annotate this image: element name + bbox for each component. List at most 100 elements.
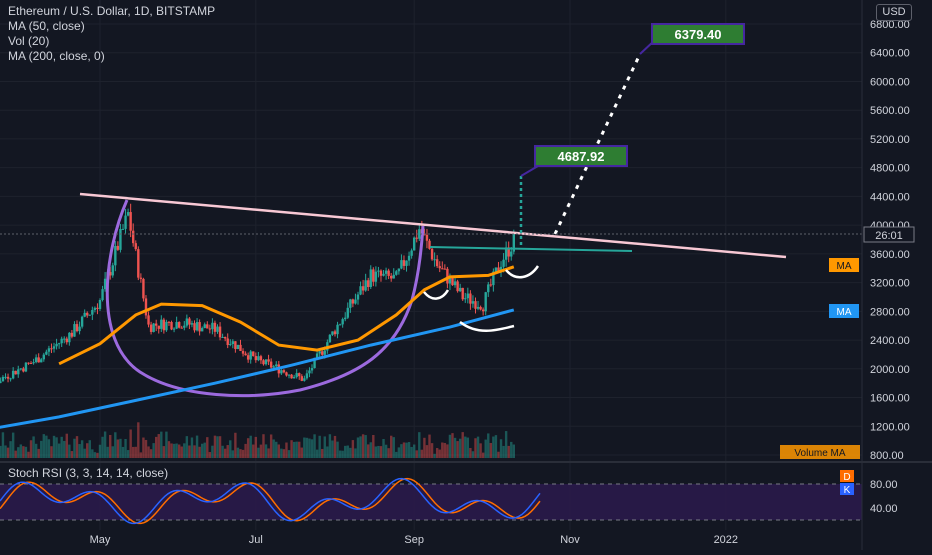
volume-bar xyxy=(259,444,263,458)
volume-bar xyxy=(359,436,362,458)
candle-body xyxy=(466,293,470,299)
candle-body xyxy=(397,268,401,272)
volume-bar xyxy=(195,435,199,458)
volume-bar xyxy=(418,432,421,458)
candle-body xyxy=(208,328,212,330)
volume-bar xyxy=(172,443,176,458)
candle-body xyxy=(249,351,252,360)
candle-body xyxy=(315,353,319,358)
volume-bar xyxy=(208,452,212,458)
candle-body xyxy=(223,337,227,339)
candle-body xyxy=(331,331,334,335)
indicator-ma50[interactable]: MA (50, close) xyxy=(8,19,85,33)
volume-bar xyxy=(134,446,137,458)
volume-bar xyxy=(262,434,265,458)
candle-body xyxy=(300,376,303,381)
volume-bar xyxy=(484,439,487,458)
volume-bar xyxy=(129,429,132,458)
volume-bar xyxy=(453,437,457,458)
candle-body xyxy=(356,294,360,300)
volume-bar xyxy=(244,443,247,458)
symbol-title[interactable]: Ethereum / U.S. Dollar, 1D, BITSTAMP xyxy=(8,4,216,18)
volume-bar xyxy=(379,446,383,458)
y-tick-label: 5600.00 xyxy=(870,105,910,117)
volume-bar xyxy=(351,440,355,458)
ma200-badge-text: MA xyxy=(837,307,852,318)
x-tick-label: Nov xyxy=(560,534,580,546)
candle-body xyxy=(200,328,204,332)
volume-bar xyxy=(160,431,163,458)
volume-bar xyxy=(17,447,20,458)
candle-body xyxy=(474,301,477,309)
volume-bar xyxy=(231,450,235,458)
candle-body xyxy=(55,343,58,347)
candle-body xyxy=(262,360,265,365)
volume-bar xyxy=(407,442,411,458)
stoch-d-badge-text: D xyxy=(843,472,850,483)
currency-button[interactable]: USD xyxy=(876,4,912,21)
volume-bar xyxy=(14,450,17,458)
volume-bar xyxy=(73,438,76,458)
candle-body xyxy=(323,350,326,355)
volume-bar xyxy=(93,452,97,458)
candle-body xyxy=(42,354,46,360)
candle-body xyxy=(198,322,201,332)
candle-body xyxy=(292,376,296,379)
volume-bar xyxy=(290,440,293,458)
volume-bar xyxy=(402,442,406,458)
ma200-badge xyxy=(829,304,859,318)
volume-bar xyxy=(280,448,283,458)
indicator-vol[interactable]: Vol (20) xyxy=(8,34,50,48)
candle-body xyxy=(121,228,125,230)
volume-bar xyxy=(226,445,229,458)
volume-bar xyxy=(430,443,434,458)
candle-body xyxy=(17,369,20,375)
volume-bar xyxy=(298,441,301,458)
candle-body xyxy=(400,260,403,269)
stoch-rsi-label[interactable]: Stoch RSI (3, 3, 14, 14, close) xyxy=(8,466,169,480)
volume-bar xyxy=(60,436,63,458)
volume-bar xyxy=(341,450,344,458)
candle-body xyxy=(142,278,145,299)
volume-bar xyxy=(443,442,447,458)
volume-bar xyxy=(139,452,143,458)
candle-body xyxy=(231,341,235,344)
candle-body xyxy=(216,326,219,332)
volume-bar xyxy=(269,434,273,458)
indicator-ma200[interactable]: MA (200, close, 0) xyxy=(8,49,105,63)
volume-bar xyxy=(40,440,43,458)
target-mid-label: 4687.92 xyxy=(558,149,605,164)
candle-body xyxy=(4,376,7,378)
y-tick-label: 2400.00 xyxy=(870,335,910,347)
candle-body xyxy=(441,268,444,270)
volume-bar xyxy=(438,449,441,458)
candle-body xyxy=(68,332,71,343)
time-axis[interactable]: May Jul Sep Nov 2022 xyxy=(90,534,738,546)
volume-bar xyxy=(389,435,393,458)
volume-bar xyxy=(420,449,424,458)
candle-body xyxy=(453,281,457,286)
candle-body xyxy=(14,370,17,375)
volume-bar xyxy=(22,446,25,458)
candle-body xyxy=(257,356,260,361)
volume-bar xyxy=(45,435,48,458)
candle-body xyxy=(305,373,309,379)
candle-body xyxy=(193,323,196,331)
candle-body xyxy=(269,361,273,368)
current-price-text: 26:01 xyxy=(875,230,903,242)
candle-body xyxy=(456,281,459,292)
volume-bar xyxy=(213,435,217,458)
candle-body xyxy=(157,325,160,329)
volume-bar xyxy=(83,448,86,458)
volume-bar xyxy=(254,436,258,458)
candle-body xyxy=(402,260,406,266)
price-axis[interactable]: 6800.00 6400.00 6000.00 5600.00 5200.00 4800.… xyxy=(870,19,910,462)
chart-legend: Ethereum / U.S. Dollar, 1D, BITSTAMP MA … xyxy=(8,4,215,64)
volume-bar xyxy=(512,444,516,458)
candle-body xyxy=(57,343,61,345)
volume-bar xyxy=(492,436,495,458)
volume-bar xyxy=(410,446,413,458)
candle-body xyxy=(109,272,112,276)
